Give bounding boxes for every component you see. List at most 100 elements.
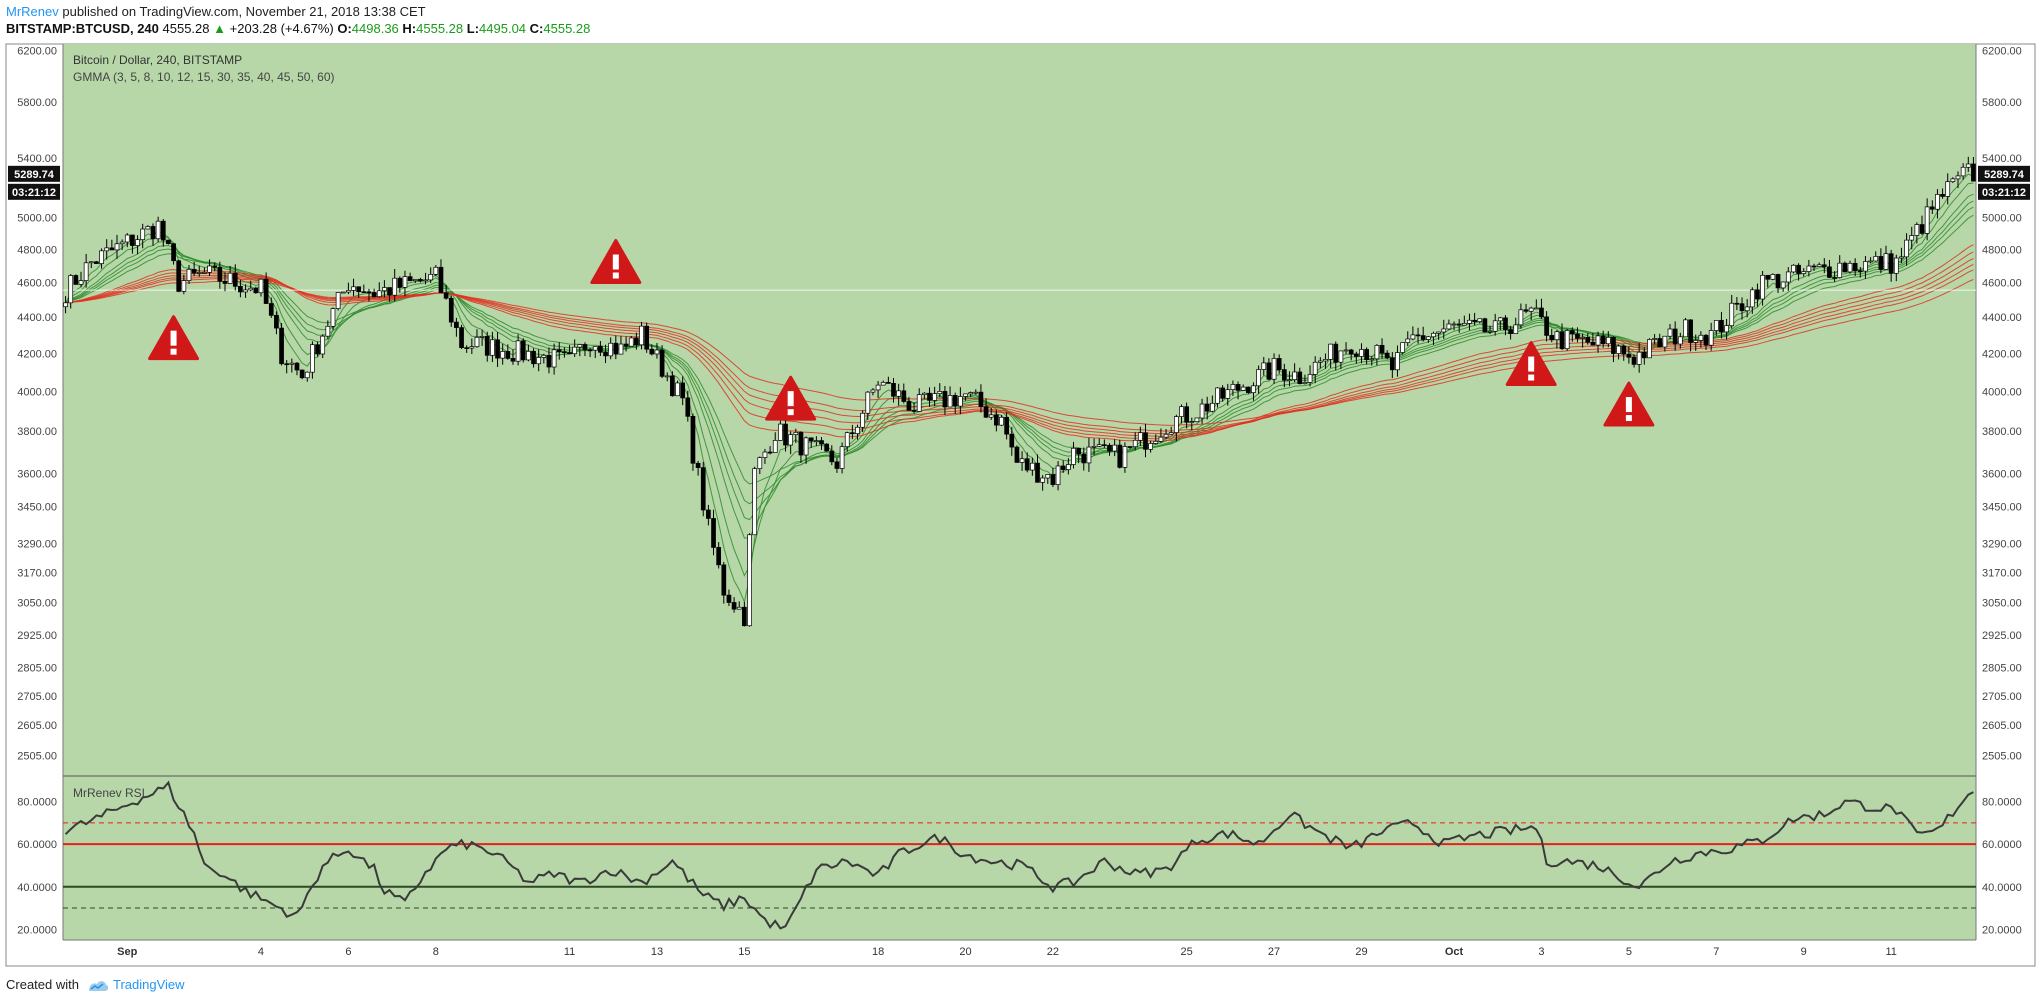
candle-up: [1677, 336, 1683, 345]
candle-down: [1472, 319, 1477, 322]
candle-down: [567, 352, 572, 355]
close-label: C:: [529, 21, 544, 36]
candle-down: [1929, 206, 1935, 210]
candle-up: [83, 262, 89, 281]
candle-up: [1194, 417, 1200, 422]
candle-down: [1842, 262, 1848, 273]
candle-down: [1204, 403, 1210, 412]
candle-down: [418, 279, 423, 282]
candle-up: [135, 239, 140, 246]
candle-down: [299, 369, 305, 379]
candle-down: [613, 342, 619, 355]
candle-up: [839, 446, 845, 469]
candle-up: [248, 287, 254, 291]
candle-down: [1384, 352, 1390, 359]
candle-down: [484, 336, 490, 356]
candle-down: [731, 602, 737, 610]
candle-up: [490, 339, 495, 356]
candle-up: [423, 279, 428, 282]
candle-up: [592, 346, 598, 351]
author-link[interactable]: MrRenev: [6, 4, 59, 19]
time-tick: 20: [959, 946, 971, 958]
time-tick: 18: [872, 946, 884, 958]
candle-up: [1096, 444, 1102, 447]
candle-up: [1616, 345, 1621, 354]
candle-up: [1955, 175, 1961, 180]
candle-up: [968, 392, 973, 395]
candle-down: [670, 375, 675, 397]
candle-up: [1662, 335, 1668, 348]
candle-down: [268, 303, 274, 316]
candle-down: [1379, 345, 1385, 354]
candle-down: [1641, 351, 1647, 359]
candle-up: [1338, 350, 1344, 363]
candle-up: [469, 346, 475, 349]
timer-badge-left: [8, 183, 60, 200]
candle-up: [1605, 336, 1611, 345]
candle-down: [464, 347, 470, 349]
candle-down: [279, 327, 284, 365]
candle-up: [922, 392, 927, 395]
candle-up: [433, 266, 439, 275]
candle-up: [526, 350, 531, 361]
candle-down: [1364, 349, 1369, 360]
candle-up: [1801, 271, 1807, 274]
tradingview-link[interactable]: TradingView: [112, 977, 185, 992]
candle-down: [562, 351, 567, 354]
candle-up: [1785, 271, 1791, 283]
candle-down: [1420, 335, 1426, 340]
candle-down: [1415, 334, 1421, 337]
warning-icon-dot: [1625, 415, 1632, 422]
candle-down: [1852, 262, 1858, 272]
candle-down: [1657, 338, 1663, 348]
candle-up: [1240, 386, 1246, 391]
time-tick: 5: [1626, 946, 1632, 958]
candle-down: [109, 247, 115, 251]
candle-up: [1395, 352, 1400, 371]
candle-up: [675, 382, 680, 397]
candle-up: [1744, 306, 1750, 312]
candle-up: [1307, 374, 1313, 383]
candle-down: [1703, 334, 1709, 346]
candle-up: [1122, 446, 1128, 468]
warning-icon-bar: [612, 254, 619, 270]
low-label: L:: [466, 21, 480, 36]
candle-up: [1924, 206, 1930, 234]
candle-down: [1143, 432, 1148, 450]
price-tick-left: 3800.00: [17, 426, 57, 438]
candle-down: [726, 594, 732, 603]
candle-up: [1554, 331, 1560, 341]
candle-up: [1647, 339, 1652, 359]
candle-up: [1513, 324, 1519, 334]
candle-down: [397, 277, 403, 288]
gmma-long-line: [65, 251, 1974, 440]
gmma-long-line: [65, 258, 1974, 437]
published-text: published on TradingView.com, November 2…: [58, 4, 426, 19]
time-tick: 4: [258, 946, 264, 958]
candle-up: [428, 274, 434, 281]
candle-up: [973, 391, 979, 394]
candle-up: [227, 272, 233, 284]
candle-down: [1523, 309, 1529, 312]
candle-up: [351, 286, 356, 291]
price-tick-left: 4200.00: [17, 348, 57, 360]
price-tick-right: 2605.00: [1982, 720, 2022, 732]
candle-up: [1873, 256, 1879, 262]
candle-up: [515, 340, 521, 362]
candle-up: [608, 342, 614, 357]
candle-up: [1713, 320, 1719, 331]
price-tick-left: 3290.00: [17, 538, 57, 550]
time-tick: 3: [1538, 946, 1544, 958]
price-tick-right: 4800.00: [1982, 244, 2022, 256]
candle-down: [587, 349, 593, 352]
candle-up: [1287, 379, 1292, 382]
candle-up: [628, 337, 634, 347]
candle-down: [1832, 277, 1837, 279]
candle-down: [443, 292, 449, 299]
rsi-tick-left: 20.0000: [17, 924, 57, 936]
candle-up: [243, 289, 248, 293]
candle-down: [160, 220, 166, 241]
candle-up: [99, 250, 104, 264]
candle-up: [1328, 343, 1333, 360]
